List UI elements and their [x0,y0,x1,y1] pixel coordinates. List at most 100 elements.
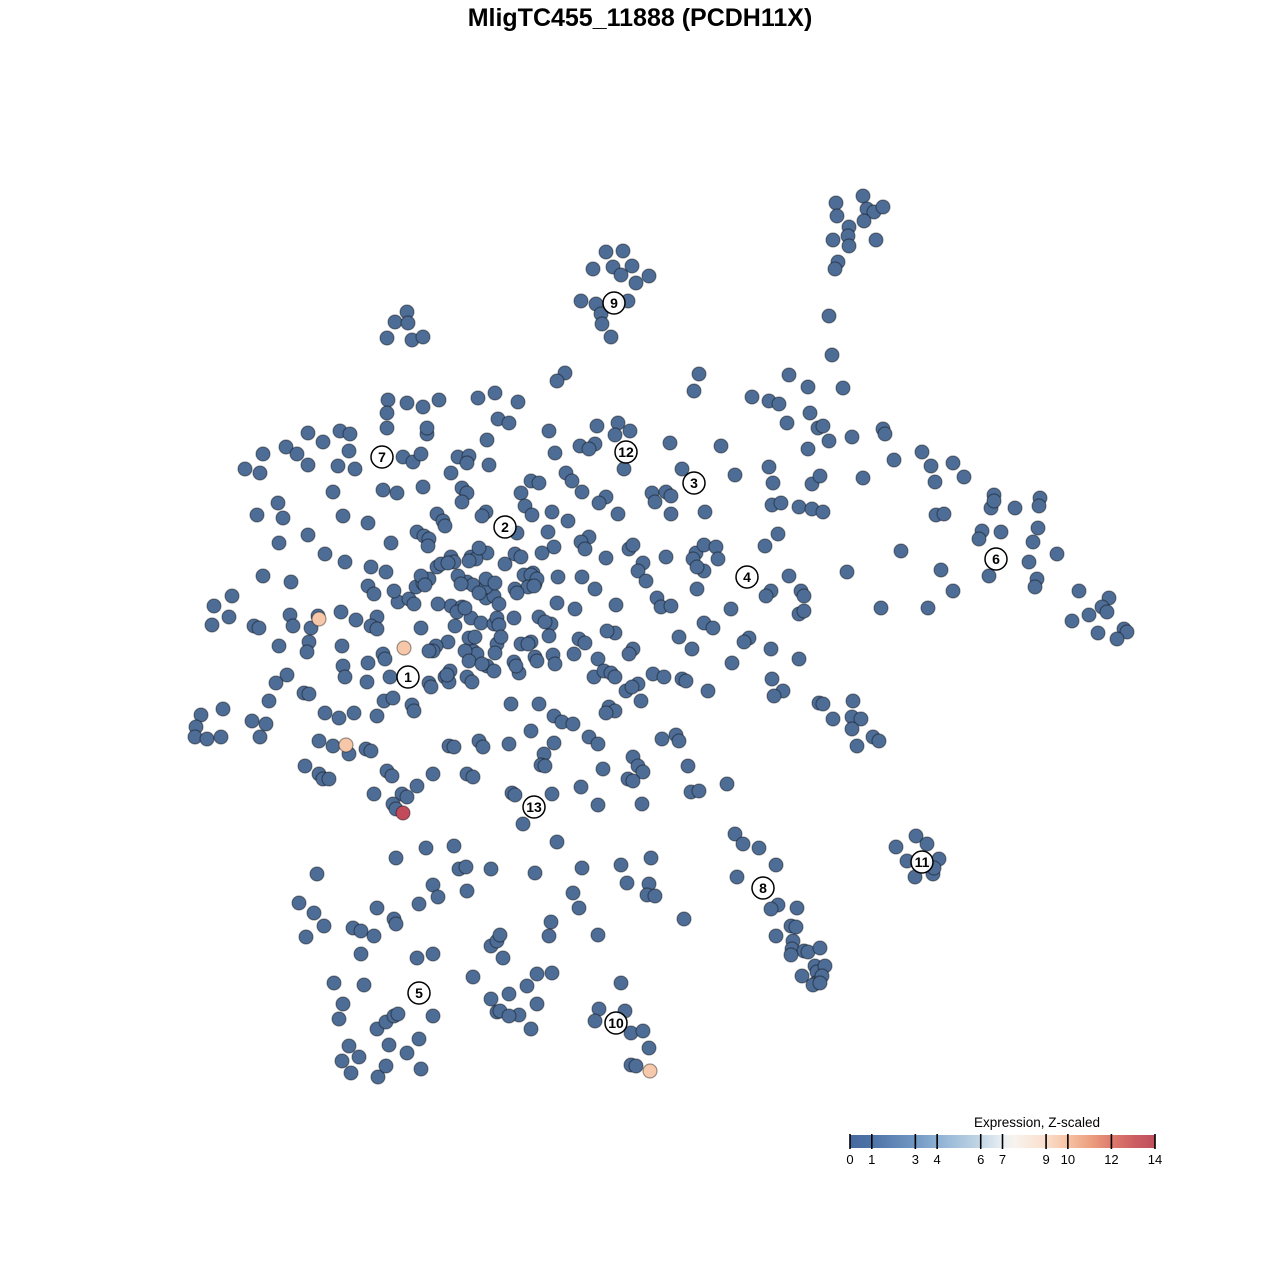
data-point [503,696,519,712]
data-point [251,620,267,636]
data-point [641,268,657,284]
data-point [244,713,260,729]
data-point [325,484,341,500]
cluster-label-number: 10 [608,1015,624,1031]
data-point [595,761,611,777]
data-point [446,838,462,854]
data-point [757,538,773,554]
data-point [736,634,752,650]
data-point [1109,631,1125,647]
data-point [768,928,784,944]
data-point [868,232,884,248]
data-point [835,380,851,396]
plot-title: MligTC455_11888 (PCDH11X) [467,4,813,32]
data-point [855,470,871,486]
data-point [375,482,391,498]
legend-tick-label: 1 [868,1152,875,1167]
data-point [565,716,581,732]
data-point [680,758,696,774]
data-points-layer [187,188,1135,1085]
data-point [871,733,887,749]
data-point [560,513,576,529]
data-point [791,499,807,515]
data-point [686,383,702,399]
data-point [766,688,782,704]
data-point [529,653,545,669]
data-point [691,783,707,799]
data-point [377,651,393,667]
data-point [457,600,473,616]
data-point [359,674,375,690]
data-point [529,996,545,1012]
data-point [334,638,350,654]
data-point [768,857,784,873]
data-point [647,888,663,904]
legend-tick-label: 0 [846,1152,853,1167]
data-point [684,641,700,657]
data-point [431,392,447,408]
cluster-label-number: 13 [526,799,542,815]
data-point [783,947,799,963]
data-point [591,495,607,511]
data-point [413,446,429,462]
data-point [1119,624,1135,640]
data-point [382,669,398,685]
data-point [501,986,517,1002]
data-point [634,796,650,812]
data-point [487,645,503,661]
data-point [763,901,779,917]
cluster-label-number: 5 [415,985,423,1001]
data-point [779,415,795,431]
data-point [486,663,502,679]
data-point [625,773,641,789]
data-point [520,636,536,652]
data-point [421,643,437,659]
data-point [415,329,431,345]
data-point [237,461,253,477]
data-point [585,261,601,277]
data-point [465,969,481,985]
data-point [301,686,317,702]
data-point [574,569,590,585]
data-point [812,975,828,991]
data-point [378,564,394,580]
cluster-label-circle [604,1011,628,1035]
data-point [430,889,446,905]
data-point [689,581,705,597]
data-point [619,875,635,891]
data-point [299,644,315,660]
data-point [781,568,797,584]
data-point [523,723,539,739]
data-point [781,367,797,383]
data-point [215,701,231,717]
data-point [587,581,603,597]
data-point [363,559,379,575]
data-point [624,258,640,274]
data-point [571,900,587,916]
data-point [430,596,446,612]
data-point [399,1045,415,1061]
data-point [800,379,816,395]
data-point [610,506,626,522]
data-point [379,420,395,436]
data-point [335,996,351,1012]
data-point [495,950,511,966]
data-point [513,549,529,565]
data-point [573,293,589,309]
data-point [258,716,274,732]
data-point [249,507,265,523]
data-point [654,731,670,747]
data-point [1027,579,1043,595]
data-point [598,550,614,566]
data-point [829,208,845,224]
data-point [461,553,477,569]
data-point [406,703,422,719]
data-point [491,596,507,612]
data-point [291,895,307,911]
data-point [342,426,358,442]
data-point [927,474,943,490]
data-point [447,618,463,634]
data-point [289,446,305,462]
data-point [893,543,909,559]
